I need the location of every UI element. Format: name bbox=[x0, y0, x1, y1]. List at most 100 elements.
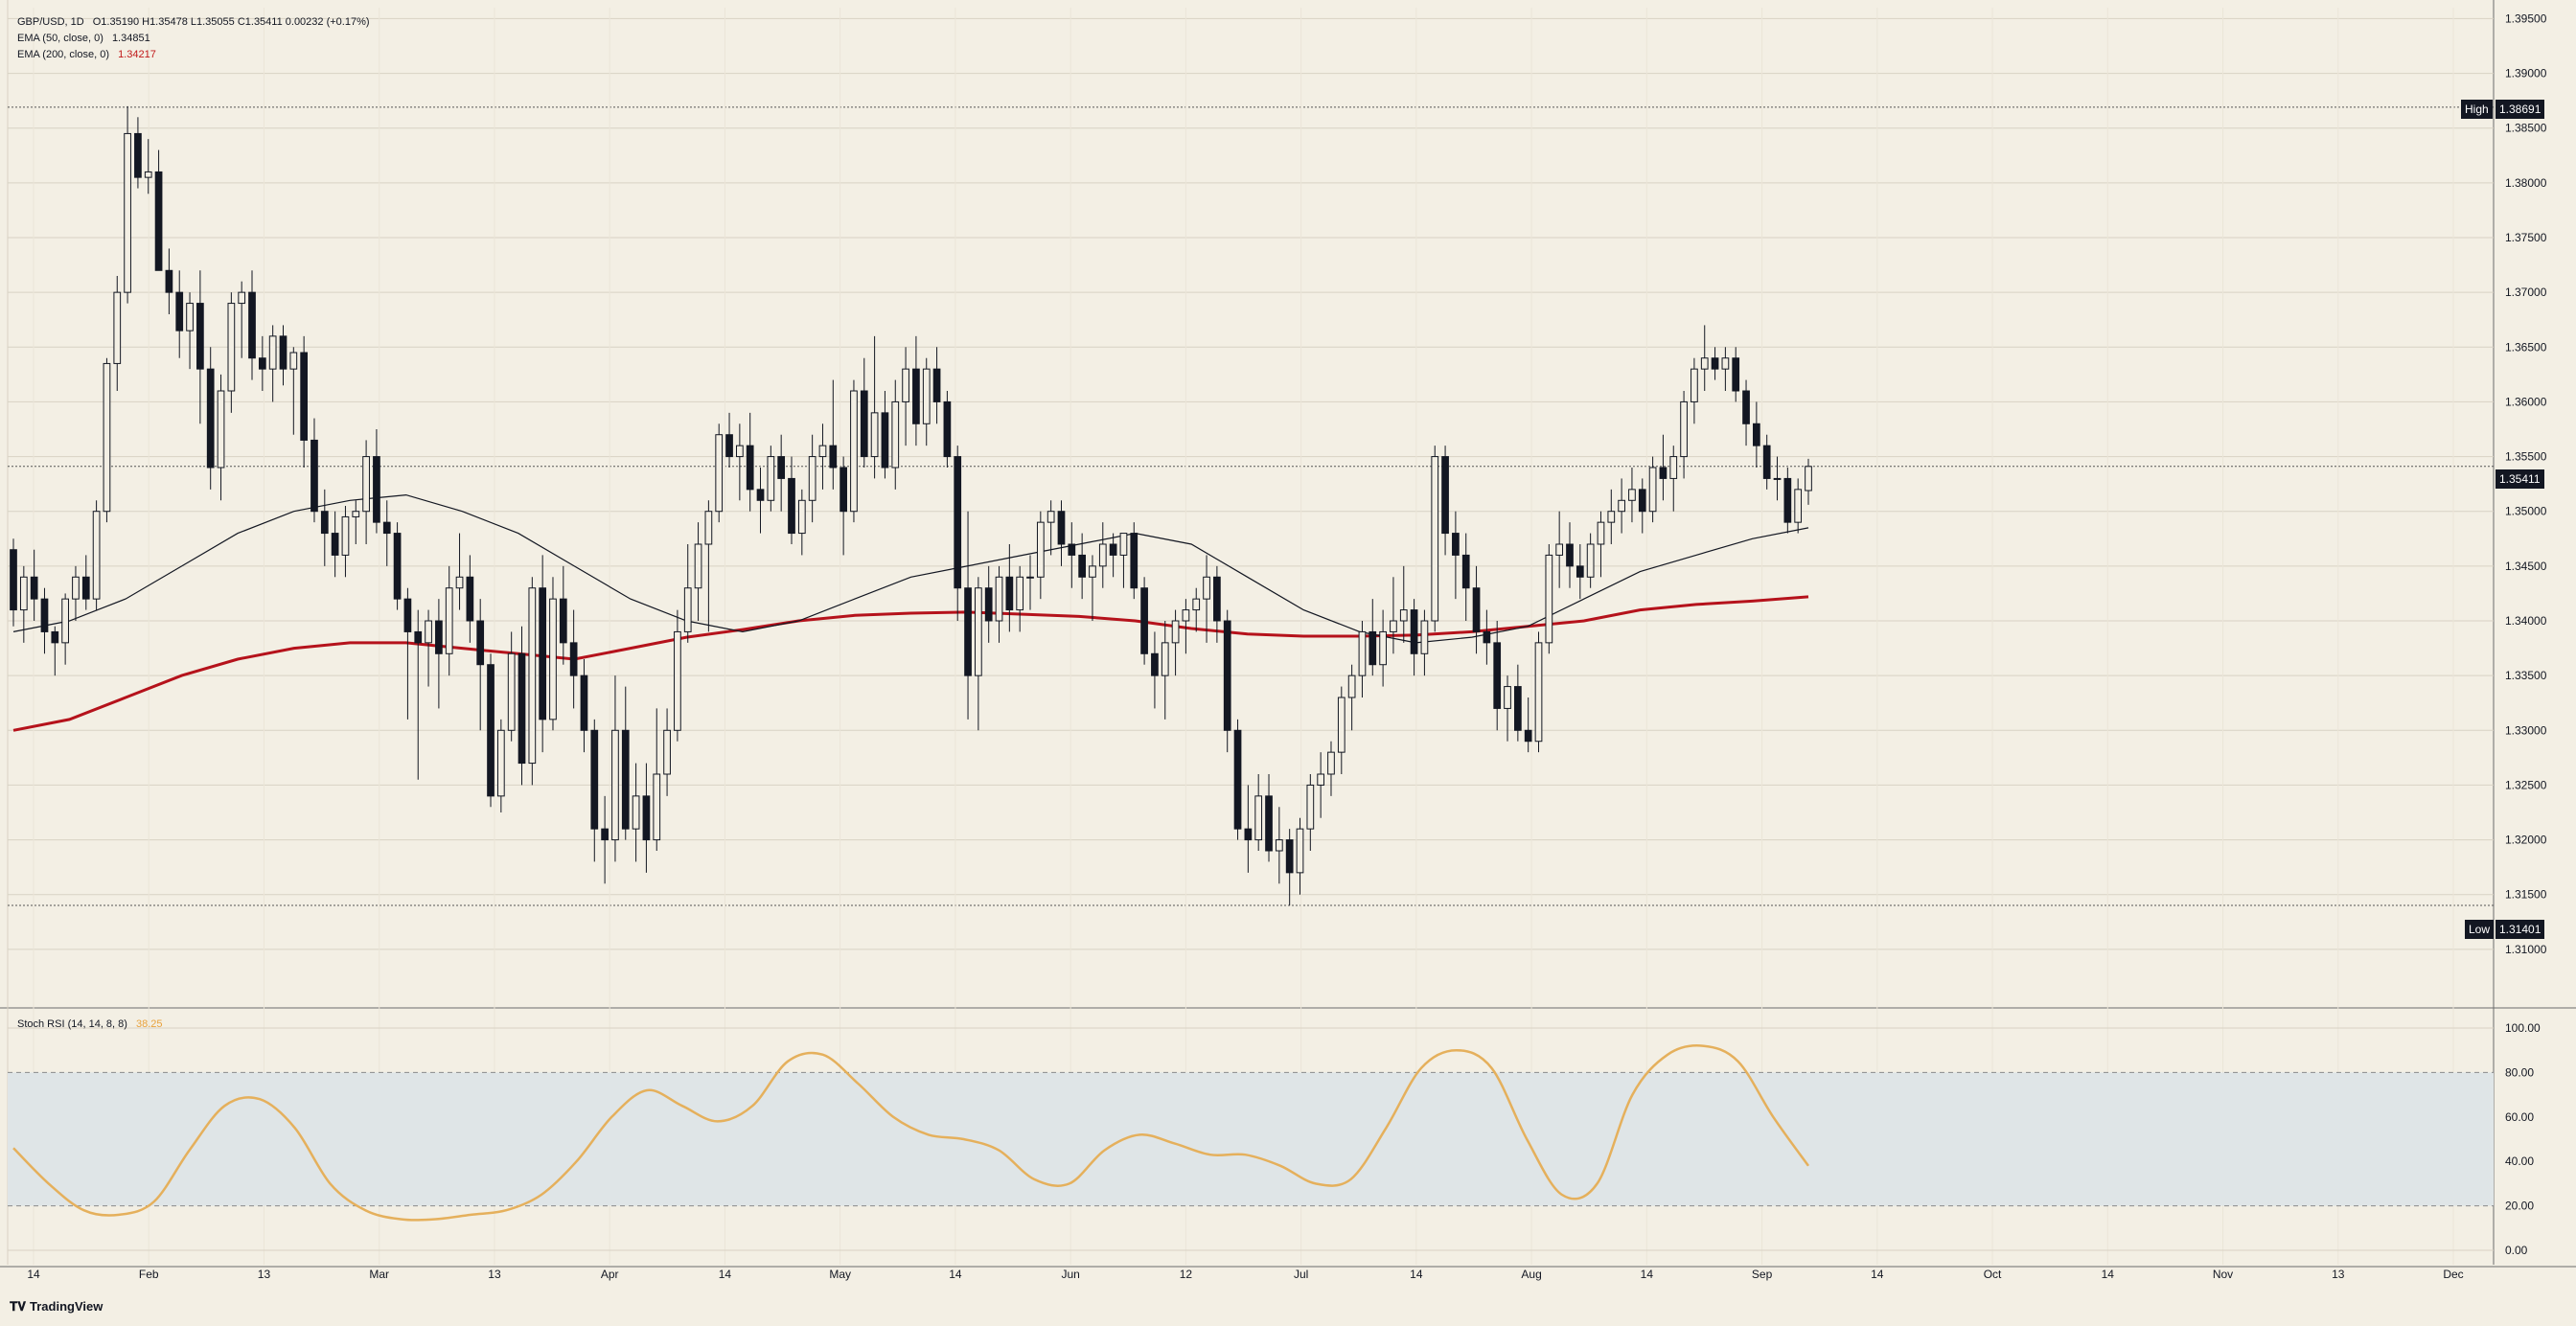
time-tick-label: 13 bbox=[488, 1268, 501, 1281]
candle-bearish bbox=[175, 291, 184, 332]
candle-bearish bbox=[1368, 630, 1377, 666]
candle-bullish bbox=[1648, 467, 1657, 513]
price-tick-label: 1.35000 bbox=[2505, 505, 2547, 518]
candle-bearish bbox=[466, 576, 474, 622]
candle-bullish bbox=[1399, 609, 1408, 622]
candle-bearish bbox=[300, 352, 309, 441]
ema200-label[interactable]: EMA (200, close, 0) bbox=[17, 49, 109, 60]
price-legend: GBP/USD, 1D O1.35190 H1.35478 L1.35055 C… bbox=[17, 14, 376, 63]
candle-bearish bbox=[81, 576, 90, 600]
price-tick-label: 1.33500 bbox=[2505, 669, 2547, 682]
candle-bullish bbox=[1545, 554, 1553, 644]
candle-bullish bbox=[1690, 368, 1698, 402]
ema200-value: 1.34217 bbox=[118, 49, 156, 60]
price-tick-label: 1.39500 bbox=[2505, 11, 2547, 25]
candle-bearish bbox=[1244, 828, 1253, 841]
candle-bearish bbox=[756, 489, 765, 501]
candle-bullish bbox=[891, 400, 900, 469]
candle-bearish bbox=[559, 598, 567, 644]
time-tick-label: Nov bbox=[2213, 1268, 2233, 1281]
price-tick-label: 1.32000 bbox=[2505, 834, 2547, 847]
time-tick-label: 13 bbox=[258, 1268, 271, 1281]
candle-bullish bbox=[1275, 839, 1283, 852]
grid-layer bbox=[0, 0, 2576, 1268]
candle-bearish bbox=[1410, 609, 1418, 654]
candle-bullish bbox=[1586, 543, 1595, 578]
candle-bearish bbox=[580, 674, 588, 731]
candle-bearish bbox=[1566, 543, 1574, 567]
candle-bullish bbox=[124, 132, 131, 293]
candle-bullish bbox=[818, 445, 827, 458]
candle-bullish bbox=[352, 511, 360, 517]
candle-bullish bbox=[850, 390, 858, 513]
candle-bullish bbox=[1358, 630, 1367, 676]
candle-bearish bbox=[1265, 795, 1273, 852]
ema200-line bbox=[12, 595, 1809, 732]
candle-bullish bbox=[653, 773, 661, 841]
candle-bullish bbox=[186, 303, 194, 332]
price-tick-label: 1.39000 bbox=[2505, 67, 2547, 80]
time-tick-label: May bbox=[829, 1268, 851, 1281]
candle-bearish bbox=[1140, 587, 1148, 654]
candle-bearish bbox=[964, 587, 972, 676]
candle-bullish bbox=[1555, 543, 1564, 556]
candle-bearish bbox=[1742, 390, 1750, 424]
candle-bearish bbox=[601, 828, 609, 841]
candle-bullish bbox=[1607, 511, 1616, 523]
candle-bullish bbox=[1347, 674, 1356, 698]
candle-bullish bbox=[736, 445, 744, 458]
candle-bullish bbox=[528, 587, 537, 765]
time-tick-label: 14 bbox=[719, 1268, 732, 1281]
candle-bullish bbox=[1026, 576, 1034, 579]
tradingview-logo[interactable]: 𝐓𝐕 TradingView bbox=[10, 1299, 103, 1315]
candle-bullish bbox=[507, 652, 516, 731]
candle-bullish bbox=[1700, 357, 1709, 370]
candle-bearish bbox=[1461, 554, 1470, 589]
candle-bearish bbox=[1483, 630, 1491, 644]
candle-bullish bbox=[1337, 697, 1346, 753]
candle-bullish bbox=[1089, 565, 1096, 578]
symbol-label[interactable]: GBP/USD, 1D bbox=[17, 16, 84, 28]
candle-bullish bbox=[1192, 598, 1201, 611]
candle-bearish bbox=[331, 533, 339, 556]
candle-bearish bbox=[539, 587, 547, 720]
ema50-label[interactable]: EMA (50, close, 0) bbox=[17, 33, 104, 44]
candle-bearish bbox=[788, 477, 795, 535]
time-tick-label: Aug bbox=[1521, 1268, 1541, 1281]
stoch-band-layer bbox=[8, 1071, 2494, 1207]
time-tick-label: Jul bbox=[1294, 1268, 1308, 1281]
candle-bullish bbox=[1161, 642, 1169, 676]
candle-bullish bbox=[1036, 521, 1045, 578]
candle-bearish bbox=[621, 729, 630, 830]
time-tick-label: 14 bbox=[1410, 1268, 1423, 1281]
time-tick-label: 14 bbox=[27, 1268, 40, 1281]
candle-bearish bbox=[1213, 576, 1221, 622]
candle-bearish bbox=[403, 598, 412, 632]
candle-bearish bbox=[154, 171, 163, 271]
stoch-value: 38.25 bbox=[136, 1018, 163, 1030]
time-tick-label: 14 bbox=[1641, 1268, 1654, 1281]
candle-bullish bbox=[1296, 828, 1304, 874]
candle-bullish bbox=[902, 368, 909, 402]
candle-bullish bbox=[1504, 686, 1511, 709]
candle-bullish bbox=[1805, 466, 1812, 492]
candle-bearish bbox=[414, 630, 423, 644]
stoch-label[interactable]: Stoch RSI (14, 14, 8, 8) bbox=[17, 1018, 127, 1030]
candle-bullish bbox=[704, 511, 713, 545]
price-tick-label: 1.32500 bbox=[2505, 778, 2547, 791]
candle-bearish bbox=[134, 132, 142, 178]
candle-bullish bbox=[1317, 773, 1325, 786]
candle-bearish bbox=[1223, 620, 1231, 731]
candle-bearish bbox=[435, 620, 443, 654]
candle-bearish bbox=[943, 400, 952, 458]
candle-bullish bbox=[694, 543, 702, 589]
candle-bearish bbox=[320, 511, 329, 535]
stoch-tick-label: 20.00 bbox=[2505, 1200, 2534, 1213]
candle-bearish bbox=[51, 630, 59, 644]
candle-bullish bbox=[19, 576, 28, 611]
candle-bullish bbox=[341, 515, 350, 556]
candle-bullish bbox=[975, 587, 982, 676]
candle-bearish bbox=[487, 664, 494, 797]
candle-bearish bbox=[1285, 839, 1294, 874]
candle-bearish bbox=[1513, 686, 1522, 731]
